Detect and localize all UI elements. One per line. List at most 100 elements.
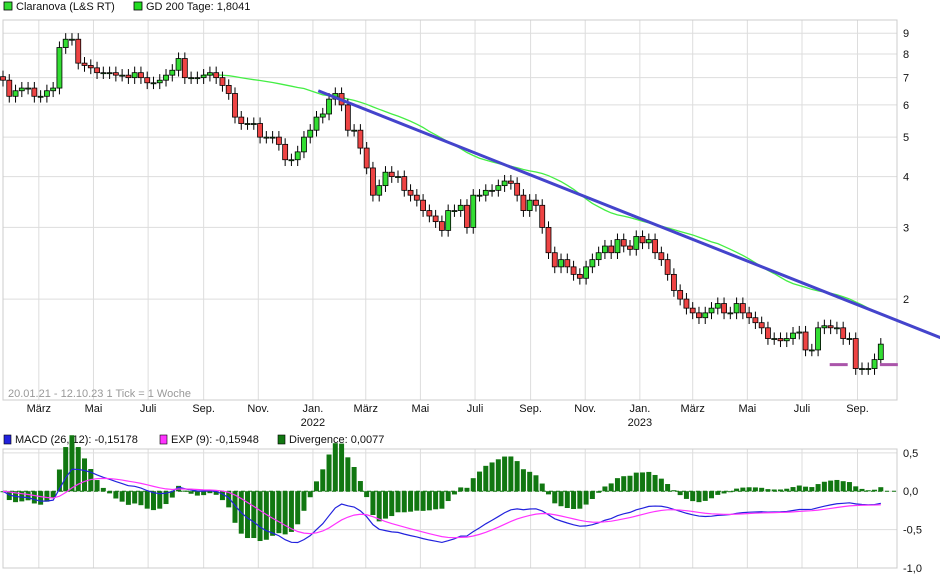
candle [31,81,38,103]
divergence-bar [38,491,44,505]
candle [765,321,771,345]
candle-body [589,259,596,268]
candle [815,321,821,357]
candle [445,204,452,237]
y-tick-label: 0,5 [903,448,918,460]
divergence-bar [646,471,652,492]
y-tick-label: 9 [903,28,909,40]
x-tick-label: Mai [738,403,756,415]
candle [163,69,169,87]
signal-line [2,477,881,539]
candle-body [564,259,571,268]
divergence-bar [746,487,752,492]
candle-body [12,90,19,97]
candle [144,71,151,90]
candle [175,52,182,77]
candle-body [545,227,552,254]
candle-body [432,215,439,223]
candle-body [702,312,709,319]
divergence-bar [771,489,777,492]
trendline [317,89,940,340]
divergence-bar [119,491,125,502]
candle [495,179,502,197]
divergence-bar [878,487,884,492]
candle-body [413,194,420,201]
candle-body [112,72,119,76]
divergence-bar [150,491,156,511]
x-tick-label: Sep. [519,403,542,415]
divergence-bar [545,491,551,495]
candle-body [344,104,351,131]
candle [702,306,709,325]
divergence-bar [314,481,319,492]
candle-body [81,62,88,66]
candle-body [627,245,633,250]
candle-body [200,74,207,79]
candle [301,131,307,159]
divergence-bar [652,474,658,492]
divergence-bar [727,491,733,493]
candle [658,246,665,266]
candle [138,66,144,84]
candle [551,246,558,274]
candle-body [714,303,721,309]
divergence-bar [458,487,464,492]
candle [94,61,100,79]
candle-body [846,338,853,340]
divergence-bar [445,491,451,502]
candle [564,253,571,274]
divergence-bar [571,491,577,510]
candle-body [131,72,138,79]
legend-swatch [3,1,13,11]
x-tick-label: März [354,403,378,415]
candle [714,297,721,315]
candle-body [877,343,884,361]
legend-label: MACD (26, 12): -0,15178 [15,434,138,446]
candle [87,59,94,75]
candle-body [852,338,859,369]
candle [652,233,658,260]
candle [207,66,213,82]
divergence-bar [658,478,664,492]
candle [106,66,113,79]
candle [727,306,734,320]
x-tick-label: Juli [467,403,484,415]
candle [683,293,690,315]
candle-body [225,85,232,94]
candle [181,52,188,84]
candle [263,131,270,144]
candle-body [501,180,508,187]
candle-body [31,87,38,97]
candle [608,239,615,260]
divergence-bar [276,491,282,534]
candle [313,111,320,137]
candle [344,98,351,137]
candle-body [94,67,100,74]
candle [877,338,884,366]
divergence-bar [834,479,840,492]
x-tick-year: 2023 [628,417,652,429]
divergence-bar [552,491,558,504]
candle [802,325,809,357]
candle-body [194,77,201,80]
y-tick-label: 5 [903,132,909,144]
grid [3,20,897,569]
candle-body [470,194,477,228]
divergence-bar [282,491,288,535]
candle [758,316,765,335]
divergence-bar [821,481,827,492]
divergence-bar [138,491,144,506]
divergence-bar [752,487,758,492]
candle [6,74,13,103]
candle [840,321,847,345]
candle-body [50,87,57,92]
divergence-bar [608,483,614,492]
divergence-bar [19,491,25,502]
candle [282,138,289,167]
divergence-bar [853,486,859,492]
candle-body [250,123,257,125]
candle [238,111,245,130]
candle [188,71,195,84]
candle [470,189,477,234]
divergence-bar [721,491,727,494]
